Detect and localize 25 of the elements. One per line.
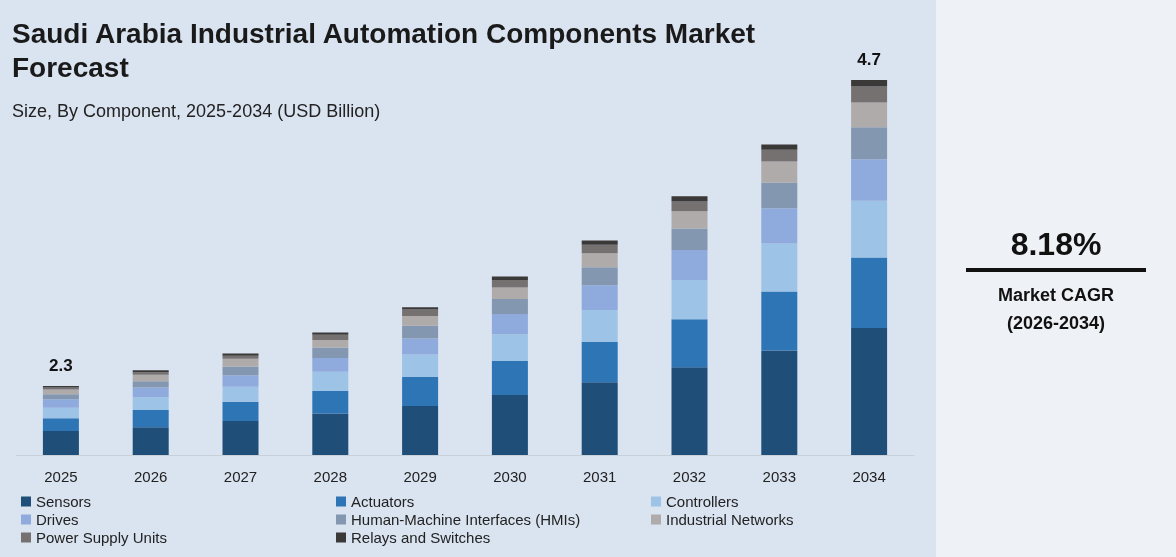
legend-label: Human-Machine Interfaces (HMIs): [351, 511, 581, 528]
x-tick-label: 2026: [134, 468, 168, 485]
x-tick-label: 2031: [583, 468, 617, 485]
text: 8.18%: [1010, 226, 1102, 262]
x-tick-label: 2032: [672, 468, 707, 485]
legend-label: Actuators: [351, 493, 415, 510]
x-tick-label: 2030: [493, 468, 527, 485]
text: Size, By Component, 2025-2034 (USD Billion): [12, 101, 381, 121]
x-tick-label: 2028: [313, 468, 347, 485]
x-tick-label: 2029: [403, 468, 437, 485]
chart-title: Saudi Arabia Industrial Automation Components Market Forecast: [12, 17, 763, 83]
x-tick-label: 2034: [852, 468, 886, 485]
x-tick-label: 2033: [762, 468, 796, 485]
legend-label: Drives: [36, 511, 79, 528]
annotation: 2.3: [49, 356, 73, 375]
text: (2026-2034): [1006, 313, 1106, 333]
legend-label: Sensors: [36, 493, 92, 510]
x-tick-label: 2025: [44, 468, 78, 485]
text: Market CAGR: [997, 285, 1115, 305]
legend-label: Controllers: [666, 493, 739, 510]
x-tick-label: 2027: [223, 468, 258, 485]
legend-label: Industrial Networks: [666, 511, 794, 528]
legend-label: Relays and Switches: [351, 529, 491, 546]
annotation: 4.7: [857, 50, 881, 69]
legend-label: Power Supply Units: [36, 529, 167, 546]
